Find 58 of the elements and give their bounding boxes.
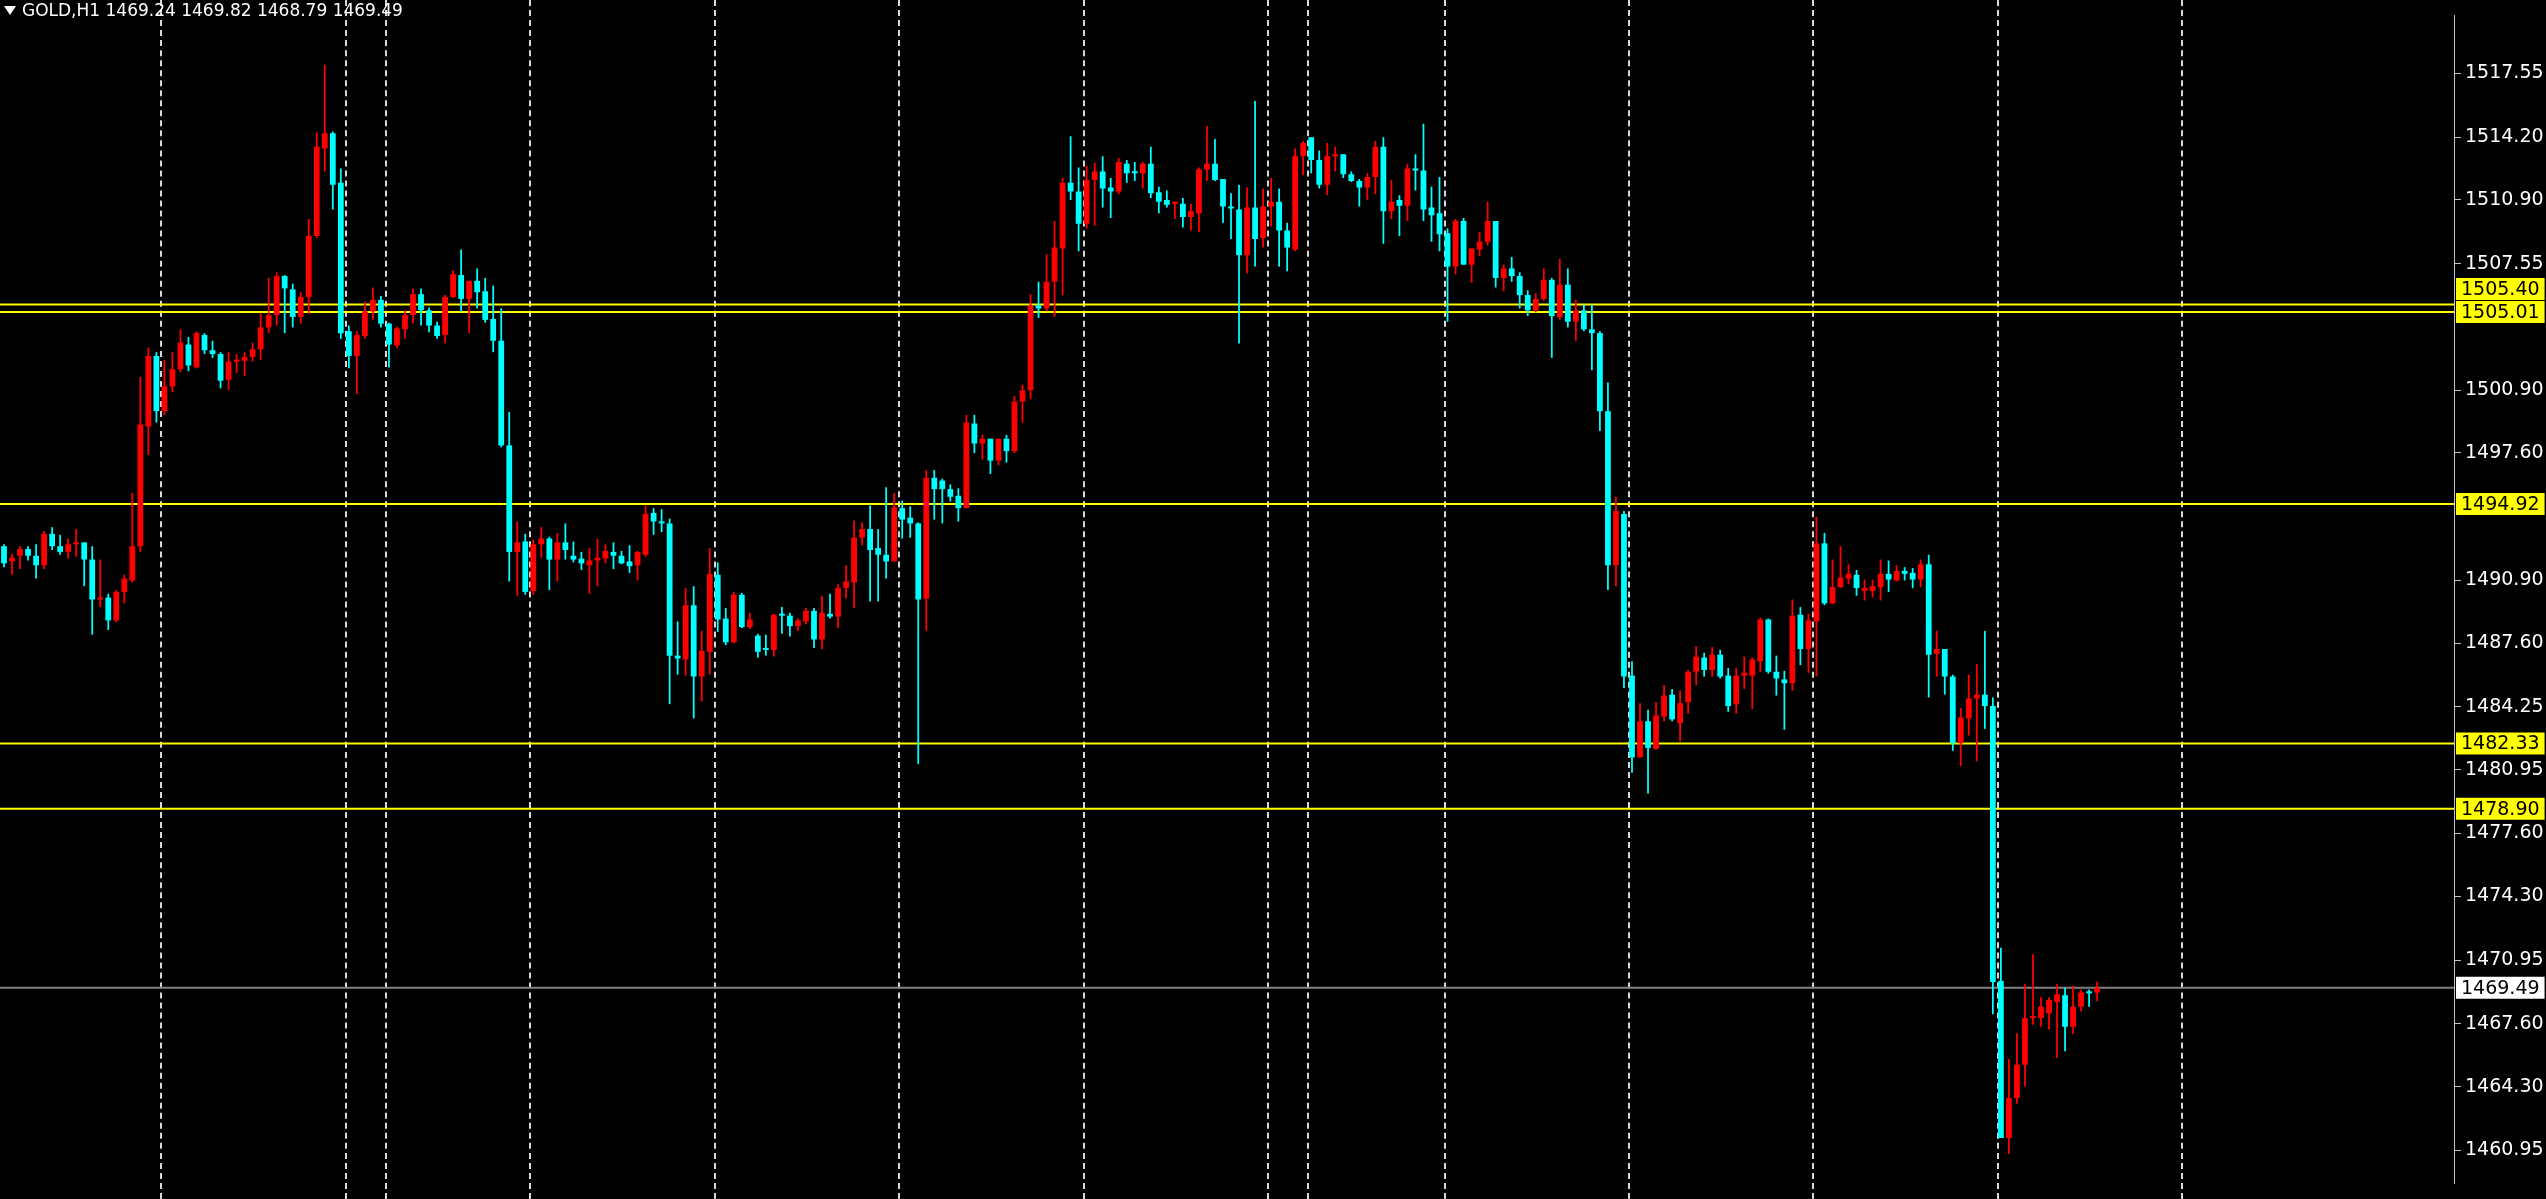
y-tick-label: 1484.25 <box>2465 693 2544 716</box>
ref-line-label: 1494.92 <box>2461 491 2540 514</box>
y-tick-label: 1464.30 <box>2465 1073 2544 1096</box>
candlestick <box>1171 201 1178 219</box>
y-tick-label: 1500.90 <box>2465 377 2544 400</box>
ref-line-label: 1505.40 <box>2461 276 2540 299</box>
candlestick <box>762 634 769 656</box>
y-tick-label: 1490.90 <box>2465 567 2544 590</box>
candlestick <box>1885 560 1892 592</box>
ref-line-label: 1469.49 <box>2461 975 2540 998</box>
candlestick <box>1781 670 1788 730</box>
candlestick <box>1091 162 1098 226</box>
ref-line-label: 1482.33 <box>2461 731 2540 754</box>
y-tick-label: 1467.60 <box>2465 1010 2544 1033</box>
candlestick <box>827 593 833 619</box>
candlestick <box>321 64 328 172</box>
candlestick <box>843 565 849 599</box>
y-tick-label: 1517.55 <box>2465 60 2544 83</box>
candlestick <box>939 478 946 524</box>
candlestick <box>1589 304 1595 371</box>
y-tick-label: 1507.55 <box>2465 250 2544 273</box>
y-tick-label: 1470.95 <box>2465 946 2544 969</box>
candlestick <box>875 529 882 602</box>
candlestick <box>1204 125 1210 181</box>
y-tick-label: 1480.95 <box>2465 756 2544 779</box>
candlestick <box>1067 136 1074 200</box>
candlestick <box>779 607 785 634</box>
candlestick <box>2030 954 2036 1025</box>
candlestick <box>1228 193 1234 239</box>
candlestick <box>281 275 288 334</box>
candlestick <box>1252 101 1258 267</box>
candlestick <box>1773 655 1780 696</box>
ref-line-label: 1505.01 <box>2461 299 2540 322</box>
y-tick-label: 1487.60 <box>2465 630 2544 653</box>
candlestick <box>73 529 80 557</box>
candlestick <box>2054 983 2060 1059</box>
y-tick-label: 1460.95 <box>2465 1137 2544 1160</box>
candlestick <box>1981 630 1988 729</box>
candlestick <box>1933 630 1940 677</box>
ref-line-label: 1478.90 <box>2461 796 2540 819</box>
candlestick <box>2086 989 2092 1007</box>
y-tick-label: 1497.60 <box>2465 439 2544 462</box>
candlestick <box>658 509 665 532</box>
y-tick-label: 1510.90 <box>2465 186 2544 209</box>
chart-title: GOLD,H1 1469.24 1469.82 1468.79 1469.49 <box>22 0 403 20</box>
candlestick <box>1332 146 1339 172</box>
candlestick <box>538 527 545 558</box>
y-tick-label: 1477.60 <box>2465 820 2544 843</box>
y-tick-label: 1474.30 <box>2465 883 2544 906</box>
candlestick <box>931 470 938 520</box>
candlestick <box>883 487 890 579</box>
candlestick <box>1268 178 1274 227</box>
candlestick <box>907 506 914 538</box>
candlestick <box>514 521 521 596</box>
y-tick-label: 1514.20 <box>2465 124 2544 147</box>
candlestick <box>1741 656 1748 689</box>
candlestick <box>97 559 104 608</box>
candlestick <box>1131 161 1138 181</box>
